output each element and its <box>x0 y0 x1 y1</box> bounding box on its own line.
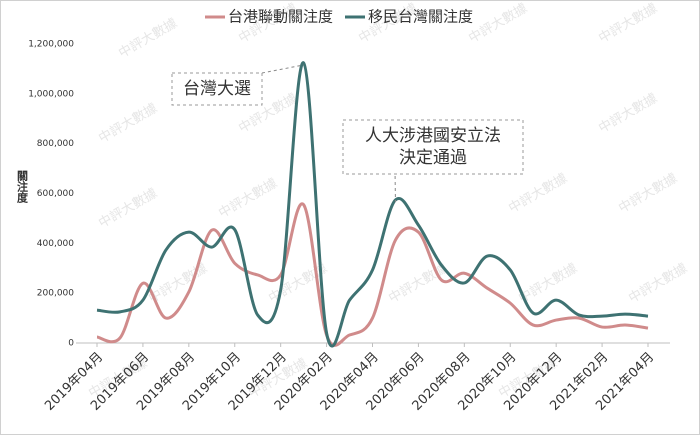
y-tick-label: 1,200,000 <box>28 40 74 50</box>
legend-label: 移民台灣關注度 <box>368 8 473 26</box>
legend-label: 台港聯動關注度 <box>228 8 333 26</box>
y-tick-label: 400,000 <box>37 239 74 249</box>
y-tick-label: 600,000 <box>37 189 74 199</box>
callout-box <box>342 119 524 175</box>
annotation: 決定通過 <box>399 148 467 168</box>
y-tick-label: 800,000 <box>37 139 74 149</box>
annotation: 人大涉港國安立法 <box>365 126 501 146</box>
line <box>96 61 649 348</box>
line <box>96 202 649 347</box>
y-axis-title: 關注度 <box>16 170 29 204</box>
callout-box <box>171 72 263 106</box>
y-tick-label: 0 <box>68 339 74 349</box>
y-tick-label: 1,000,000 <box>28 89 74 99</box>
y-tick-label: 200,000 <box>37 289 74 299</box>
annotation: 台灣大選 <box>183 79 251 99</box>
callout-leader <box>261 64 304 74</box>
